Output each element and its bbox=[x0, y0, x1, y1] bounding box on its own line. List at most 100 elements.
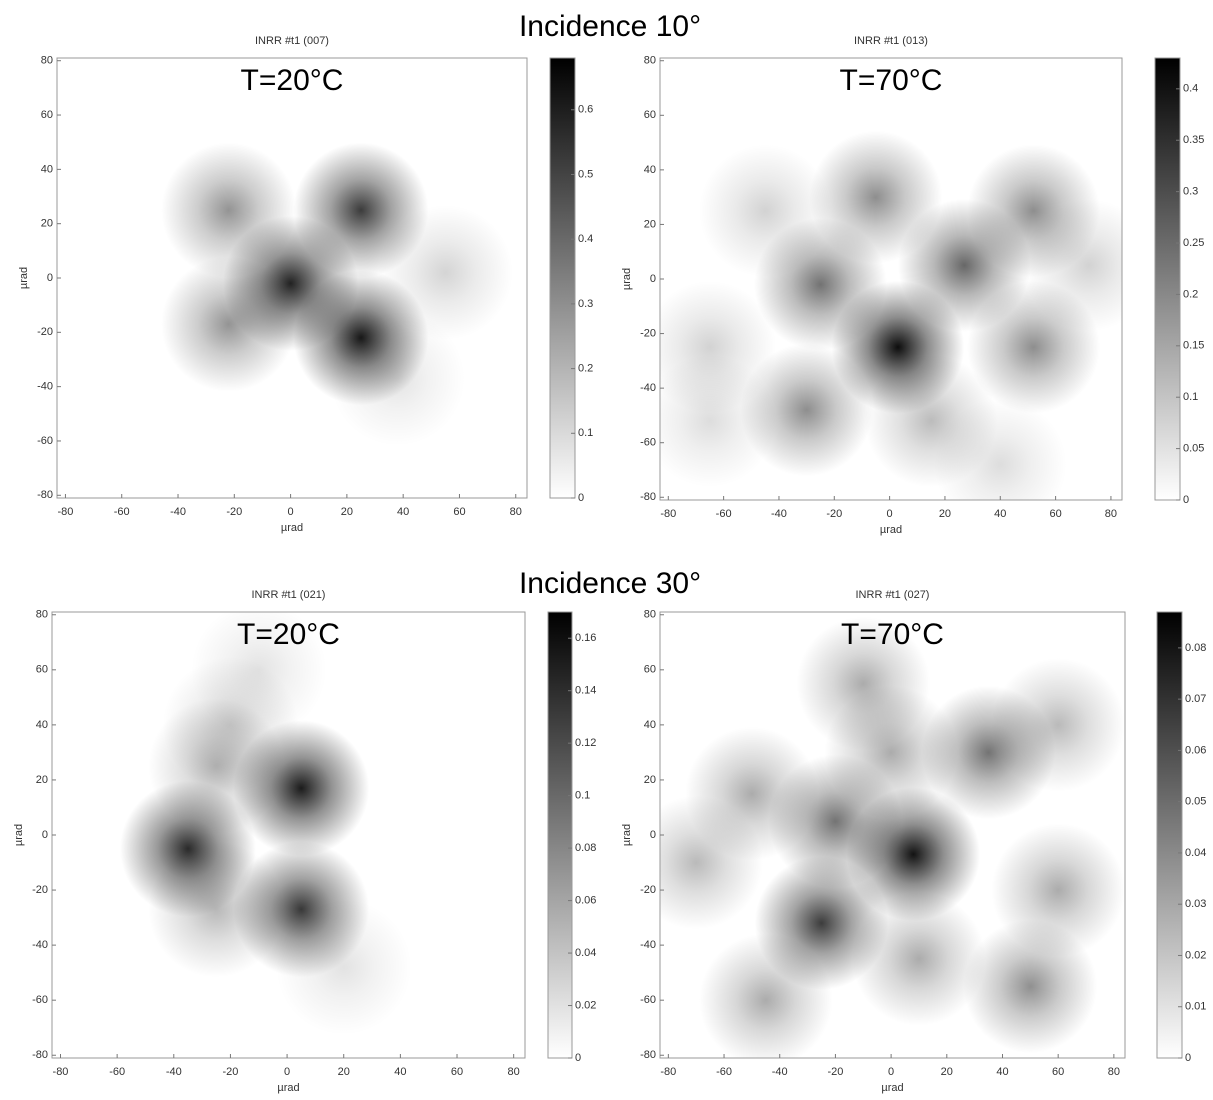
x-tick-label: 0 bbox=[887, 508, 893, 520]
x-tick-label: 60 bbox=[1052, 1066, 1064, 1078]
y-tick-label: 80 bbox=[644, 55, 656, 67]
intensity-peak bbox=[740, 343, 874, 477]
x-tick-label: -20 bbox=[222, 1066, 238, 1078]
x-tick-label: 80 bbox=[1105, 508, 1117, 520]
panel-title: INRR #t1 (021) bbox=[252, 589, 326, 601]
colorbar-tick-label: 0.25 bbox=[1183, 237, 1204, 249]
x-tick-label: -40 bbox=[772, 1066, 788, 1078]
intensity-peak bbox=[991, 823, 1125, 957]
x-tick-label: -60 bbox=[114, 506, 130, 518]
colorbar bbox=[1156, 611, 1183, 1059]
y-tick-label: 40 bbox=[644, 164, 656, 176]
colorbar-tick-label: 0.1 bbox=[1183, 391, 1198, 403]
colorbar-tick-label: 0.04 bbox=[1185, 847, 1206, 859]
colorbar-tick-label: 0.01 bbox=[1185, 1001, 1206, 1013]
x-tick-label: -20 bbox=[826, 508, 842, 520]
x-tick-label: 60 bbox=[453, 506, 465, 518]
x-tick-label: 80 bbox=[1108, 1066, 1120, 1078]
x-tick-label: 20 bbox=[939, 508, 951, 520]
x-tick-label: -60 bbox=[716, 508, 732, 520]
y-tick-label: 40 bbox=[644, 719, 656, 731]
colorbar-tick-label: 0 bbox=[1183, 494, 1189, 506]
colorbar-tick-label: 0.12 bbox=[575, 737, 596, 749]
temperature-label: T=20°C bbox=[241, 64, 344, 97]
colorbar-tick-label: 0.2 bbox=[578, 362, 593, 374]
intensity-peak bbox=[852, 892, 986, 1026]
x-axis-label: µrad bbox=[880, 524, 902, 536]
colorbar-tick-label: 0.4 bbox=[578, 233, 593, 245]
x-tick-label: -40 bbox=[771, 508, 787, 520]
y-tick-label: 80 bbox=[36, 609, 48, 621]
heatmap bbox=[660, 616, 1125, 1058]
x-tick-label: -80 bbox=[660, 508, 676, 520]
y-axis-label: µrad bbox=[621, 824, 633, 846]
y-tick-label: 0 bbox=[650, 273, 656, 285]
x-tick-label: -80 bbox=[57, 506, 73, 518]
intensity-peak bbox=[377, 205, 513, 341]
colorbar-tick-label: 0.06 bbox=[575, 894, 596, 906]
y-tick-label: -60 bbox=[640, 437, 656, 449]
colorbar-tick-label: 0.35 bbox=[1183, 134, 1204, 146]
colorbar-tick-label: 0.6 bbox=[578, 104, 593, 116]
x-tick-label: 60 bbox=[451, 1066, 463, 1078]
y-tick-label: -80 bbox=[32, 1049, 48, 1061]
y-tick-label: 0 bbox=[650, 829, 656, 841]
x-tick-label: -40 bbox=[170, 506, 186, 518]
y-tick-label: 60 bbox=[36, 664, 48, 676]
colorbar-tick-label: 0.04 bbox=[575, 947, 596, 959]
y-tick-label: -80 bbox=[640, 491, 656, 503]
colorbar-tick-label: 0.1 bbox=[578, 427, 593, 439]
colorbar-tick-label: 0.02 bbox=[1185, 949, 1206, 961]
y-axis-label: µrad bbox=[18, 267, 30, 289]
intensity-peak bbox=[824, 685, 958, 820]
colorbar-tick-label: 0 bbox=[578, 492, 584, 504]
x-tick-label: 60 bbox=[1049, 508, 1061, 520]
intensity-peak bbox=[329, 310, 466, 447]
y-tick-label: 0 bbox=[47, 272, 53, 284]
y-tick-label: 80 bbox=[644, 609, 656, 621]
heatmap bbox=[161, 142, 513, 447]
temperature-label: T=70°C bbox=[841, 618, 944, 651]
x-tick-label: 20 bbox=[338, 1066, 350, 1078]
y-axis-label: µrad bbox=[621, 268, 633, 290]
x-tick-label: 0 bbox=[288, 506, 294, 518]
temperature-label: T=20°C bbox=[237, 618, 340, 651]
x-tick-label: 40 bbox=[394, 1066, 406, 1078]
x-tick-label: -40 bbox=[166, 1066, 182, 1078]
y-tick-label: 20 bbox=[36, 774, 48, 786]
x-tick-label: 0 bbox=[284, 1066, 290, 1078]
colorbar-tick-label: 0 bbox=[1185, 1052, 1191, 1064]
x-tick-label: 40 bbox=[994, 508, 1006, 520]
colorbar-tick-label: 0.05 bbox=[1185, 796, 1206, 808]
x-tick-label: 20 bbox=[941, 1066, 953, 1078]
y-tick-label: -40 bbox=[640, 939, 656, 951]
y-tick-label: -40 bbox=[37, 381, 53, 393]
x-axis-label: µrad bbox=[881, 1082, 903, 1094]
colorbar-tick-label: 0.14 bbox=[575, 685, 596, 697]
y-tick-label: -40 bbox=[640, 382, 656, 394]
colorbar-tick-label: 0.4 bbox=[1183, 83, 1198, 95]
intensity-peak bbox=[660, 354, 777, 488]
x-tick-label: 0 bbox=[888, 1066, 894, 1078]
y-tick-label: -80 bbox=[640, 1049, 656, 1061]
x-tick-label: 80 bbox=[510, 506, 522, 518]
colorbar-tick-label: 0.06 bbox=[1185, 744, 1206, 756]
y-tick-label: -20 bbox=[640, 327, 656, 339]
intensity-peak bbox=[1022, 198, 1122, 332]
colorbar-tick-label: 0.5 bbox=[578, 168, 593, 180]
y-tick-label: 60 bbox=[644, 664, 656, 676]
x-tick-label: 20 bbox=[341, 506, 353, 518]
intensity-peak bbox=[991, 658, 1125, 792]
colorbar bbox=[1154, 57, 1181, 501]
colorbar-tick-label: 0.3 bbox=[1183, 186, 1198, 198]
intensity-peak bbox=[275, 899, 412, 1036]
intensity-peak bbox=[162, 656, 299, 793]
x-tick-label: 40 bbox=[397, 506, 409, 518]
x-tick-label: -60 bbox=[109, 1066, 125, 1078]
colorbar-tick-label: 0.15 bbox=[1183, 340, 1204, 352]
x-tick-label: 80 bbox=[508, 1066, 520, 1078]
colorbar-tick-label: 0.2 bbox=[1183, 288, 1198, 300]
panel-title: INRR #t1 (007) bbox=[255, 35, 329, 47]
colorbar-tick-label: 0.02 bbox=[575, 999, 596, 1011]
